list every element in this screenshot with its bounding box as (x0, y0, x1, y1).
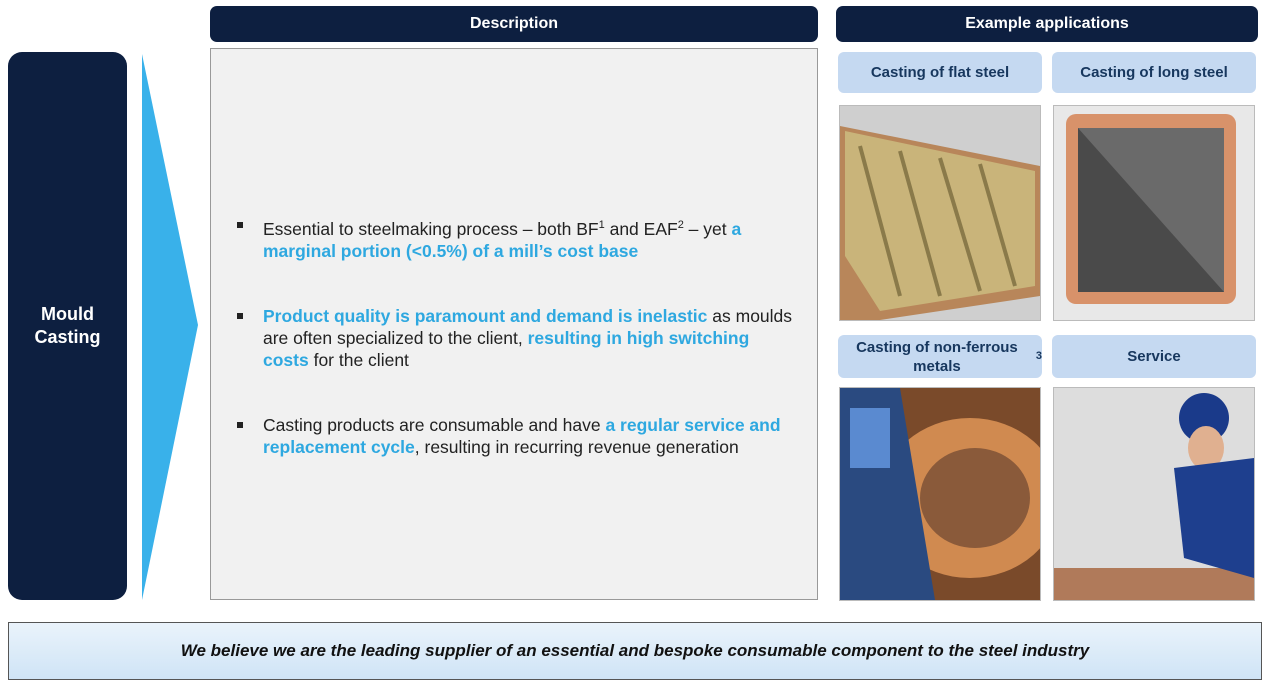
segment-box: Mould Casting (8, 52, 127, 600)
bullet-text: and EAF (605, 219, 678, 239)
app-label: Service (1052, 335, 1256, 378)
segment-label: Mould Casting (28, 303, 108, 349)
app-label: Casting of long steel (1052, 52, 1256, 93)
bullet-text: – yet (684, 219, 732, 239)
bullet-text: , resulting in recurring revenue generat… (415, 437, 739, 457)
bullet-text: Casting products are consumable and have (263, 415, 605, 435)
page: Mould Casting Description Essential to s… (0, 0, 1267, 683)
bullet-list: Essential to steelmaking process – both … (219, 214, 799, 501)
footer-text: We believe we are the leading supplier o… (181, 641, 1089, 661)
app-label: Casting of flat steel (838, 52, 1042, 93)
flat-steel-image (839, 105, 1041, 321)
long-steel-image (1053, 105, 1255, 321)
bullet: Product quality is paramount and demand … (219, 305, 799, 371)
footnote-ref: 3 (1036, 347, 1042, 366)
footer-box: We believe we are the leading supplier o… (8, 622, 1262, 680)
bullet: Casting products are consumable and have… (219, 414, 799, 458)
app-label-text: Casting of non-ferrous metals (838, 338, 1036, 376)
non-ferrous-image (839, 387, 1041, 601)
bullet: Essential to steelmaking process – both … (219, 214, 799, 262)
bullet-text: for the client (309, 350, 409, 370)
description-box: Essential to steelmaking process – both … (210, 48, 818, 600)
emphasis-text: Product quality is paramount and demand … (263, 306, 707, 326)
app-label-text: Service (1127, 347, 1180, 366)
arrow (140, 52, 200, 602)
applications-header: Example applications (836, 6, 1258, 42)
app-label-text: Casting of long steel (1080, 63, 1228, 82)
service-image (1053, 387, 1255, 601)
app-label-text: Casting of flat steel (871, 63, 1009, 82)
description-header: Description (210, 6, 818, 42)
bullet-text: Essential to steelmaking process – both … (263, 219, 599, 239)
